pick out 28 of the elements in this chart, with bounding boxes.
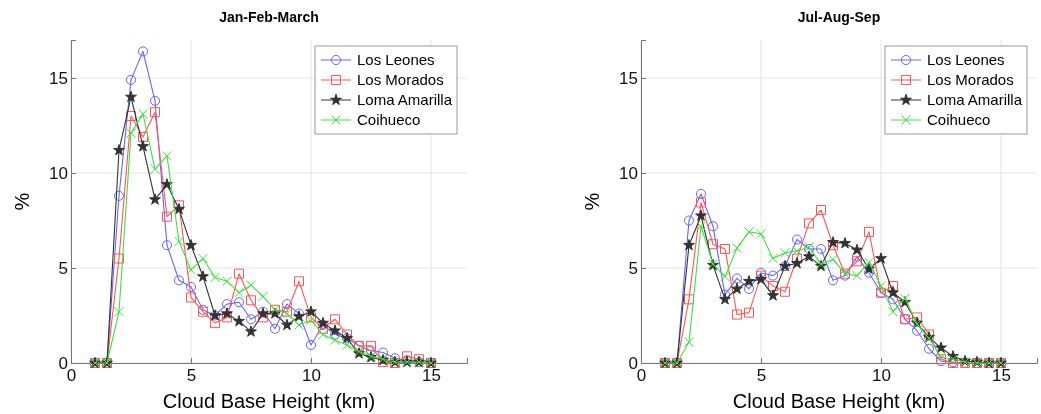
legend-label: Loma Amarilla xyxy=(927,91,1023,108)
x-tick-label: 15 xyxy=(422,366,441,386)
x-tick-label: 10 xyxy=(872,366,891,386)
y-tick-label: 10 xyxy=(619,163,638,183)
y-tick-label: 0 xyxy=(628,353,638,373)
x-tick-label: 5 xyxy=(186,366,197,386)
y-tick-label: 0 xyxy=(58,353,68,373)
y-axis-title: % xyxy=(11,192,33,211)
x-tick-label: 5 xyxy=(756,366,767,386)
y-tick-label: 5 xyxy=(628,258,638,278)
y-axis-title: % xyxy=(581,192,603,211)
x-tick-label: 10 xyxy=(302,366,321,386)
legend-label: Los Leones xyxy=(927,51,1005,68)
x-axis-title: Cloud Base Height (km) xyxy=(162,390,376,412)
legend-label: Los Morados xyxy=(357,71,444,88)
legend-label: Coihueco xyxy=(357,111,421,128)
chart-title: Jul-Aug-Sep xyxy=(797,9,881,25)
legend-label: Los Morados xyxy=(927,71,1014,88)
y-tick-label: 5 xyxy=(58,258,68,278)
legend-label: Coihueco xyxy=(927,111,991,128)
y-tick-label: 10 xyxy=(49,163,68,183)
chart-title: Jan-Feb-March xyxy=(219,9,319,25)
x-axis-title: Cloud Base Height (km) xyxy=(732,390,946,412)
legend-label: Loma Amarilla xyxy=(357,91,453,108)
y-tick-label: 15 xyxy=(619,68,638,88)
y-tick-label: 15 xyxy=(49,68,68,88)
legend-label: Los Leones xyxy=(357,51,435,68)
x-tick-label: 15 xyxy=(992,366,1011,386)
